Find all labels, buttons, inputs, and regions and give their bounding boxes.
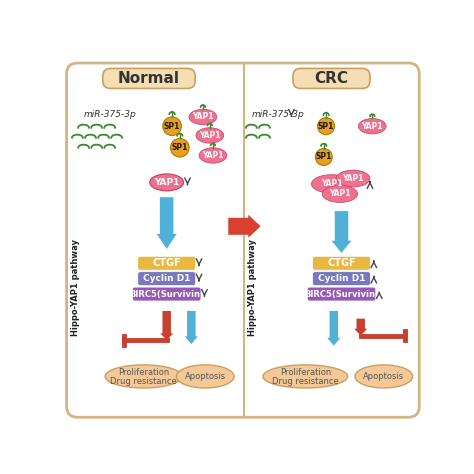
Text: Drug resistance: Drug resistance <box>272 377 338 386</box>
Ellipse shape <box>150 174 183 191</box>
Ellipse shape <box>196 128 224 143</box>
Text: CTGF: CTGF <box>152 258 181 268</box>
Text: Drug resistance: Drug resistance <box>110 377 177 386</box>
Ellipse shape <box>171 138 189 157</box>
Text: BIRC5(Survivin): BIRC5(Survivin) <box>304 290 379 299</box>
Text: YAP1: YAP1 <box>199 131 220 140</box>
FancyBboxPatch shape <box>132 287 201 301</box>
FancyArrow shape <box>228 215 261 238</box>
Text: Hippo-YAP1 pathway: Hippo-YAP1 pathway <box>248 239 257 337</box>
Text: CRC: CRC <box>314 71 348 86</box>
FancyBboxPatch shape <box>313 272 370 285</box>
FancyBboxPatch shape <box>307 287 376 301</box>
Ellipse shape <box>263 365 347 388</box>
Text: SP1: SP1 <box>172 143 188 152</box>
Text: Apoptosis: Apoptosis <box>363 372 404 381</box>
Text: SP1: SP1 <box>164 122 180 131</box>
FancyBboxPatch shape <box>138 256 196 270</box>
Text: miR-375-3p: miR-375-3p <box>251 110 304 119</box>
FancyBboxPatch shape <box>293 68 370 89</box>
Text: Apoptosis: Apoptosis <box>185 372 226 381</box>
Text: miR-375-3p: miR-375-3p <box>83 110 137 119</box>
Text: Proliferation: Proliferation <box>280 368 331 377</box>
FancyArrow shape <box>331 211 352 253</box>
Ellipse shape <box>163 117 182 136</box>
FancyArrow shape <box>156 197 177 249</box>
Text: SP1: SP1 <box>318 122 334 131</box>
Ellipse shape <box>199 148 227 163</box>
Text: YAP1: YAP1 <box>342 174 364 183</box>
Text: Cyclin D1: Cyclin D1 <box>143 274 191 283</box>
Ellipse shape <box>176 365 234 388</box>
Text: Cyclin D1: Cyclin D1 <box>318 274 365 283</box>
Text: CTGF: CTGF <box>327 258 356 268</box>
Text: YAP1: YAP1 <box>192 112 214 121</box>
FancyArrow shape <box>185 311 198 344</box>
FancyBboxPatch shape <box>313 256 370 270</box>
Ellipse shape <box>336 170 370 187</box>
Ellipse shape <box>189 109 217 125</box>
Ellipse shape <box>318 118 335 135</box>
FancyBboxPatch shape <box>138 272 196 285</box>
Ellipse shape <box>355 365 413 388</box>
FancyArrow shape <box>228 218 250 235</box>
Text: YAP1: YAP1 <box>202 151 224 160</box>
Text: YAP1: YAP1 <box>362 122 383 131</box>
FancyArrow shape <box>160 311 173 340</box>
Text: Normal: Normal <box>118 71 180 86</box>
Ellipse shape <box>315 148 332 165</box>
FancyArrow shape <box>327 311 340 346</box>
Ellipse shape <box>311 175 352 193</box>
Text: YAP1: YAP1 <box>321 180 342 189</box>
Text: YAP1: YAP1 <box>329 190 351 199</box>
FancyBboxPatch shape <box>103 68 195 89</box>
Text: BIRC5(Survivin): BIRC5(Survivin) <box>129 290 204 299</box>
Ellipse shape <box>105 365 182 388</box>
Text: SP1: SP1 <box>316 153 332 162</box>
Text: YAP1: YAP1 <box>154 178 179 187</box>
Text: Proliferation: Proliferation <box>118 368 169 377</box>
Ellipse shape <box>358 118 386 134</box>
Ellipse shape <box>322 185 358 202</box>
Text: Hippo-YAP1 pathway: Hippo-YAP1 pathway <box>71 239 80 337</box>
FancyBboxPatch shape <box>66 63 419 417</box>
FancyArrow shape <box>354 319 367 336</box>
